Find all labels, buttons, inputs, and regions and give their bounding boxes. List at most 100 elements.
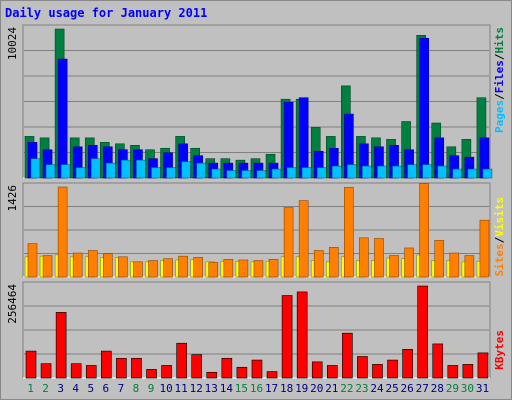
day-label: 16 [250, 382, 263, 395]
day-label: 15 [235, 382, 248, 395]
day-label: 13 [205, 382, 218, 395]
files-bar [298, 97, 309, 179]
pages-bar [226, 170, 237, 179]
sites-bar [87, 250, 98, 278]
kbytes-bar [281, 295, 293, 379]
sites-bar [72, 252, 83, 278]
legend-kbytes: KBytes [493, 330, 506, 370]
sites-bar [57, 186, 68, 278]
kbytes-bar [221, 357, 233, 379]
day-label: 24 [370, 382, 384, 395]
pages-bar [45, 164, 56, 179]
day-label: 2 [42, 382, 49, 395]
sites-bar [298, 200, 309, 278]
pages-bar [121, 159, 131, 179]
pages-bar [362, 165, 372, 179]
legend-sites-visits-item: / [493, 236, 506, 243]
pages-bar [60, 164, 71, 179]
sites-bar [118, 256, 128, 278]
kbytes-bar [417, 285, 428, 379]
day-label: 7 [118, 382, 125, 395]
day-label: 17 [265, 382, 278, 395]
pages-bar [377, 165, 387, 179]
kbytes-bar [85, 365, 97, 379]
pages-bar [301, 167, 312, 179]
kbytes-bar [266, 371, 278, 379]
sites-bar [163, 258, 173, 278]
kbytes-bar [372, 364, 383, 379]
sites-bar [253, 260, 264, 278]
files-bar [283, 101, 294, 179]
sites-bar [313, 250, 324, 278]
pages-bar [241, 170, 252, 179]
day-label: 29 [446, 382, 459, 395]
pages-bar [437, 165, 448, 179]
day-label: 22 [340, 382, 353, 395]
sites-bar [374, 238, 384, 278]
day-label: 25 [385, 382, 398, 395]
legend-sites-visits-item: Sites [493, 243, 506, 276]
pages-bar [271, 168, 282, 179]
panel-2-max-label: 1426 [6, 185, 19, 212]
sites-bar [419, 183, 429, 278]
day-label: 28 [431, 382, 444, 395]
sites-bar [359, 237, 369, 278]
kbytes-bar [206, 371, 218, 379]
day-label: 30 [461, 382, 474, 395]
kbytes-bar [432, 343, 444, 379]
sites-bar [238, 259, 249, 278]
day-label: 11 [175, 382, 188, 395]
sites-bar [268, 259, 279, 278]
day-label: 20 [310, 382, 323, 395]
day-label: 18 [280, 382, 293, 395]
kbytes-bar [311, 361, 323, 379]
panel-3-max-label: 256464 [6, 284, 19, 324]
legend-pages-files-hits-item: / [493, 53, 506, 60]
kbytes-bar [191, 354, 203, 379]
kbytes-bar [236, 366, 248, 379]
legend-pages-files-hits-item: Hits [493, 27, 506, 54]
sites-bar [133, 261, 143, 278]
pages-bar [256, 170, 267, 179]
sites-bar [223, 259, 234, 278]
kbytes-bar [101, 350, 112, 379]
day-label: 4 [72, 382, 79, 395]
kbytes-bar [462, 364, 474, 379]
pages-bar [151, 167, 161, 179]
pages-bar [407, 164, 417, 179]
pages-bar [452, 168, 463, 179]
day-label: 6 [103, 382, 110, 395]
day-label: 8 [133, 382, 140, 395]
sites-bar [148, 260, 158, 278]
kbytes-bar [116, 357, 127, 379]
legend-pages-files-hits: Pages/Files/Hits [493, 27, 506, 133]
kbytes-bar [146, 369, 157, 379]
day-label: 14 [220, 382, 234, 395]
pages-bar [166, 167, 176, 179]
pages-bar [316, 167, 327, 179]
pages-bar [196, 162, 207, 179]
day-label: 12 [190, 382, 203, 395]
day-label: 21 [325, 382, 338, 395]
sites-bar [27, 243, 38, 278]
sites-bar [434, 240, 445, 278]
day-label: 10 [159, 382, 172, 395]
pages-bar [422, 164, 432, 179]
day-label: 27 [416, 382, 429, 395]
sites-bar [389, 255, 399, 278]
kbytes-bar [131, 357, 142, 379]
day-label: 5 [87, 382, 94, 395]
panel-1-max-label: 10024 [6, 27, 19, 60]
day-label: 3 [57, 382, 64, 395]
files-bar [57, 58, 68, 179]
kbytes-bar [55, 312, 67, 379]
sites-bar [449, 252, 460, 278]
day-label: 19 [295, 382, 308, 395]
chart-title: Daily usage for January 2011 [5, 6, 208, 20]
pages-bar [331, 165, 342, 179]
day-label: 1 [27, 382, 34, 395]
legend-sites-visits-item: Visits [493, 197, 506, 237]
sites-bar [283, 207, 294, 278]
legend-kbytes-item: KBytes [493, 330, 506, 370]
